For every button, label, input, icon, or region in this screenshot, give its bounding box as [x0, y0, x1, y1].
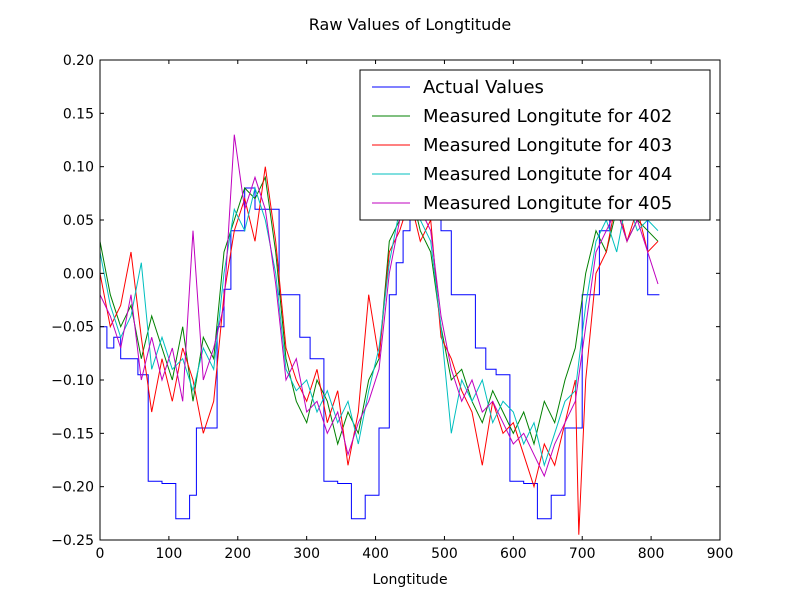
legend-box — [359, 69, 711, 221]
legend-label: Actual Values — [423, 77, 544, 98]
x-axis-ticks: 0 100 200 300 400 500 600 700 800 900 — [96, 60, 734, 562]
x-tick-label: 800 — [638, 546, 665, 562]
legend-label: Measured Longitute for 404 — [423, 164, 672, 185]
y-axis-ticks: −0.25 −0.20 −0.15 −0.10 −0.05 0.00 0.05 0.10 0.1… — [51, 53, 720, 549]
y-tick-label: 0.20 — [63, 53, 94, 69]
x-tick-label: 0 — [96, 546, 105, 562]
x-tick-label: 200 — [224, 546, 251, 562]
y-tick-label: −0.10 — [51, 373, 94, 389]
y-tick-label: −0.05 — [51, 320, 94, 336]
y-tick-label: −0.20 — [51, 480, 94, 496]
series-line-4 — [100, 175, 659, 468]
x-tick-label: 400 — [362, 546, 389, 562]
series-line-1 — [100, 187, 660, 520]
y-tick-label: 0.05 — [63, 213, 94, 229]
x-tick-label: 700 — [569, 546, 596, 562]
x-tick-label: 900 — [707, 546, 734, 562]
y-tick-label: −0.15 — [51, 426, 94, 442]
x-axis-label: Longtitude — [372, 572, 447, 588]
series-line-5 — [100, 134, 659, 478]
legend-label: Measured Longitute for 403 — [423, 135, 672, 156]
y-tick-label: −0.25 — [51, 533, 94, 549]
x-tick-label: 300 — [293, 546, 320, 562]
plot-frame — [99, 59, 721, 541]
x-tick-label: 100 — [156, 546, 183, 562]
plot-lines — [100, 134, 660, 535]
y-tick-label: 0.15 — [63, 106, 94, 122]
legend: Actual Values Measured Longitute for 402 M… — [359, 69, 711, 221]
chart-title: Raw Values of Longtitude — [309, 15, 511, 34]
y-tick-label: 0.10 — [63, 160, 94, 176]
y-tick-label: 0.00 — [63, 266, 94, 282]
x-tick-label: 600 — [500, 546, 527, 562]
legend-label: Measured Longitute for 402 — [423, 106, 672, 127]
x-tick-label: 500 — [431, 546, 458, 562]
legend-label: Measured Longitute for 405 — [423, 193, 672, 214]
